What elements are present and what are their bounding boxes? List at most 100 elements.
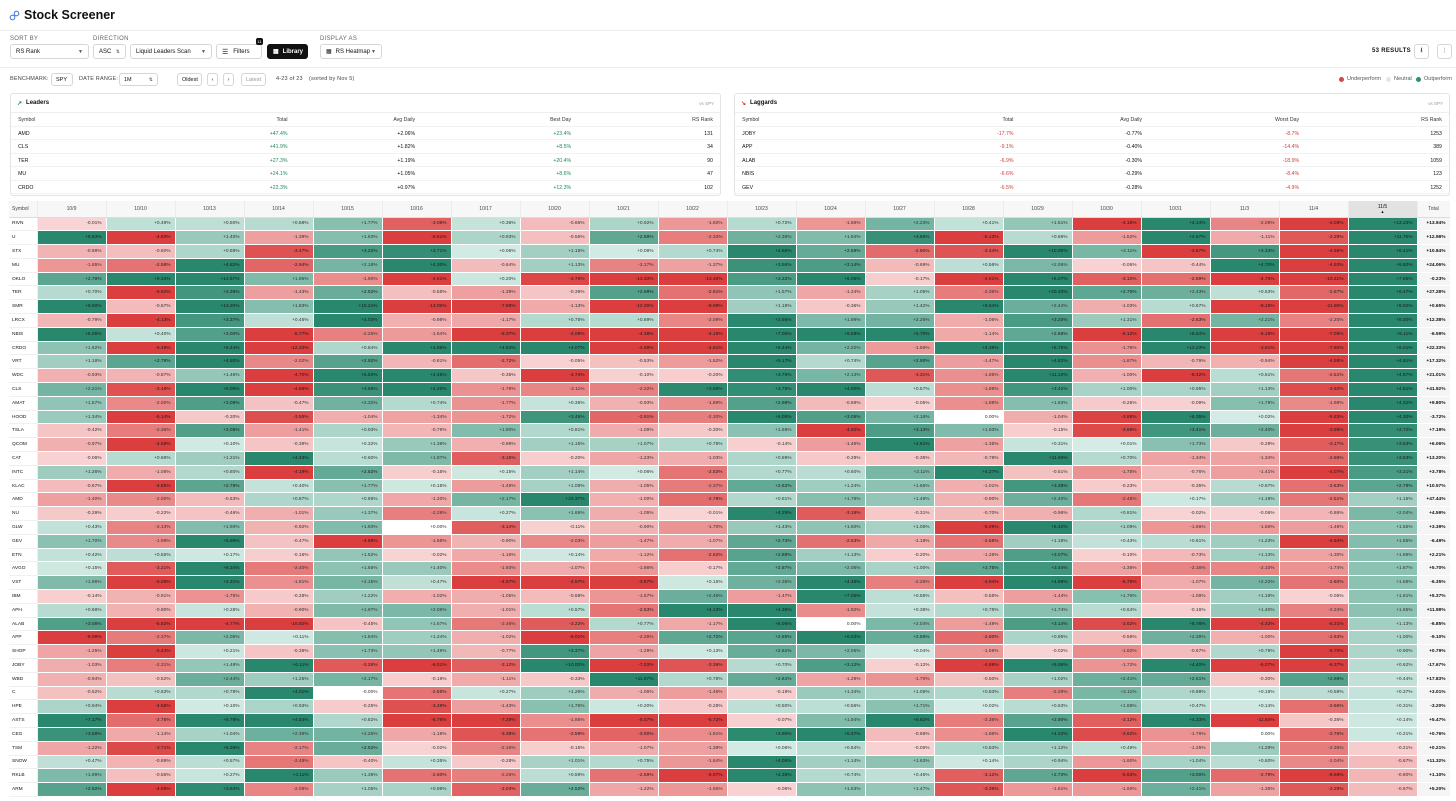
heat-cell[interactable]: -3.15% bbox=[451, 451, 521, 466]
heat-cell[interactable]: +1.90% bbox=[451, 423, 521, 439]
heat-cell[interactable]: -1.46% bbox=[658, 686, 728, 701]
heat-cell[interactable]: -0.97% bbox=[37, 437, 107, 453]
heat-cell[interactable]: +2.78% bbox=[1348, 479, 1418, 494]
heat-cell[interactable]: +0.75% bbox=[934, 603, 1004, 618]
heat-cell[interactable]: -1.34% bbox=[382, 410, 452, 425]
heat-cell[interactable]: -0.94% bbox=[1210, 354, 1280, 370]
heat-cell[interactable]: -4.57% bbox=[1141, 244, 1211, 259]
heat-cell[interactable]: +2.75% bbox=[934, 561, 1004, 577]
heatmap-row[interactable]: MU -1.65% -2.58% +4.82% -2.94% +2.18% +4.30% -0… bbox=[9, 258, 1450, 273]
heat-cell[interactable]: -1.49% bbox=[934, 617, 1004, 632]
symbol-cell[interactable]: CRDO bbox=[9, 341, 38, 356]
date-header[interactable]: 11/4 bbox=[1279, 201, 1349, 218]
heat-cell[interactable]: +0.59% bbox=[1279, 686, 1349, 701]
heat-cell[interactable]: +1.36% bbox=[313, 768, 383, 784]
heat-cell[interactable]: +1.94% bbox=[796, 713, 866, 728]
symbol-cell[interactable]: SHOP bbox=[9, 644, 38, 659]
heat-cell[interactable]: -3.19% bbox=[796, 506, 866, 522]
heat-cell[interactable]: -2.51% bbox=[1279, 368, 1349, 384]
heat-cell[interactable]: -1.07% bbox=[589, 741, 659, 756]
symbol-cell[interactable]: AMAT bbox=[9, 396, 38, 411]
heat-cell[interactable]: -2.36% bbox=[934, 713, 1004, 728]
heat-cell[interactable]: -0.91% bbox=[106, 589, 176, 604]
heat-cell[interactable]: -2.16% bbox=[451, 741, 521, 756]
heat-cell[interactable]: -0.87% bbox=[106, 368, 176, 384]
heat-cell[interactable]: -7.08% bbox=[1279, 327, 1349, 342]
heat-cell[interactable]: +6.34% bbox=[175, 561, 245, 577]
heat-cell[interactable]: +1.93% bbox=[934, 423, 1004, 439]
heat-cell[interactable]: +3.00% bbox=[175, 327, 245, 342]
heat-cell[interactable]: -0.02% bbox=[1003, 644, 1073, 659]
heat-cell[interactable]: -1.05% bbox=[589, 506, 659, 522]
heat-cell[interactable]: +2.05% bbox=[796, 644, 866, 659]
heat-cell[interactable]: -0.16% bbox=[244, 548, 314, 563]
heat-cell[interactable]: -4.88% bbox=[313, 534, 383, 549]
heat-cell[interactable]: +0.20% bbox=[451, 272, 521, 287]
heat-cell[interactable]: +3.13% bbox=[865, 423, 935, 439]
heat-cell[interactable]: +0.64% bbox=[796, 741, 866, 756]
heat-cell[interactable]: -1.59% bbox=[934, 644, 1004, 659]
heat-cell[interactable]: +1.13% bbox=[1348, 617, 1418, 632]
heat-cell[interactable]: +1.69% bbox=[1348, 548, 1418, 563]
heat-cell[interactable]: -1.64% bbox=[658, 755, 728, 770]
heat-cell[interactable]: +1.49% bbox=[865, 492, 935, 508]
heat-cell[interactable]: -2.16% bbox=[1141, 561, 1211, 577]
heat-cell[interactable]: -1.68% bbox=[382, 534, 452, 549]
heat-cell[interactable]: +0.38% bbox=[865, 603, 935, 618]
heat-cell[interactable]: +11.13% bbox=[1003, 368, 1073, 384]
heat-cell[interactable]: +0.67% bbox=[1210, 479, 1280, 494]
date-header[interactable]: 10/16 bbox=[382, 201, 452, 218]
heat-cell[interactable]: -6.72% bbox=[658, 713, 728, 728]
symbol-cell[interactable]: CLS bbox=[9, 382, 38, 397]
heat-cell[interactable]: +2.40% bbox=[1210, 423, 1280, 439]
heat-cell[interactable]: -5.82% bbox=[106, 617, 176, 632]
heat-cell[interactable]: -0.25% bbox=[313, 699, 383, 715]
heat-cell[interactable]: +0.74% bbox=[796, 354, 866, 370]
heat-cell[interactable]: +1.15% bbox=[520, 437, 590, 453]
symbol-cell[interactable]: HOOD bbox=[9, 410, 38, 425]
heat-cell[interactable]: +0.01% bbox=[1072, 437, 1142, 453]
heat-cell[interactable]: -4.15% bbox=[1072, 217, 1142, 232]
leaders-row[interactable]: AMD +47.4% +2.06% +23.4% 131 bbox=[11, 127, 720, 140]
heat-cell[interactable]: -9.19% bbox=[1210, 299, 1280, 315]
heat-cell[interactable]: +2.35% bbox=[727, 575, 797, 591]
heat-cell[interactable]: +3.46% bbox=[520, 410, 590, 425]
symbol-cell[interactable]: NBIS bbox=[9, 327, 38, 342]
symbol-cell[interactable]: TER bbox=[9, 285, 38, 301]
heat-cell[interactable]: +0.57% bbox=[175, 755, 245, 770]
heat-cell[interactable]: +2.98% bbox=[589, 285, 659, 301]
heat-cell[interactable]: -4.38% bbox=[589, 327, 659, 342]
heat-cell[interactable]: -0.12% bbox=[865, 658, 935, 673]
heat-cell[interactable]: +6.05% bbox=[37, 327, 107, 342]
heat-cell[interactable]: -2.53% bbox=[589, 603, 659, 618]
heat-cell[interactable]: +3.78% bbox=[727, 368, 797, 384]
laggards-row[interactable]: ALAB -6.9% -0.30% -18.9% 1059 bbox=[735, 154, 1449, 167]
heat-cell[interactable]: -0.36% bbox=[865, 451, 935, 466]
heat-cell[interactable]: +0.88% bbox=[1141, 686, 1211, 701]
heat-cell[interactable]: +3.84% bbox=[175, 782, 245, 797]
heat-cell[interactable]: -3.21% bbox=[106, 561, 176, 577]
heat-cell[interactable]: -1.05% bbox=[589, 479, 659, 494]
heat-cell[interactable]: -0.67% bbox=[1348, 782, 1418, 797]
heat-cell[interactable]: +1.96% bbox=[37, 575, 107, 591]
heat-cell[interactable]: +1.99% bbox=[37, 768, 107, 784]
heat-cell[interactable]: +1.22% bbox=[313, 589, 383, 604]
heat-cell[interactable]: -1.56% bbox=[1210, 520, 1280, 535]
heat-cell[interactable]: -5.09% bbox=[934, 520, 1004, 535]
heat-cell[interactable]: -0.19% bbox=[727, 686, 797, 701]
heat-cell[interactable]: -0.60% bbox=[106, 244, 176, 259]
symbol-cell[interactable]: C bbox=[9, 686, 38, 701]
heat-cell[interactable]: -2.63% bbox=[1141, 313, 1211, 328]
heat-cell[interactable]: +0.14% bbox=[934, 755, 1004, 770]
heat-cell[interactable]: -1.75% bbox=[175, 589, 245, 604]
heat-cell[interactable]: +0.37% bbox=[1348, 686, 1418, 701]
heat-cell[interactable]: +3.39% bbox=[175, 285, 245, 301]
heat-cell[interactable]: +6.47% bbox=[1348, 285, 1418, 301]
symbol-cell[interactable]: RKLB bbox=[9, 768, 38, 784]
heat-cell[interactable]: -1.40% bbox=[37, 492, 107, 508]
heat-cell[interactable]: -0.02% bbox=[382, 548, 452, 563]
heatmap-row[interactable]: GEV +1.70% -1.98% +5.99% -0.47% -4.88% -1.68% -… bbox=[9, 534, 1450, 549]
heat-cell[interactable]: +4.03% bbox=[313, 313, 383, 328]
heat-cell[interactable]: +5.70% bbox=[865, 327, 935, 342]
heat-cell[interactable]: +2.11% bbox=[1072, 244, 1142, 259]
